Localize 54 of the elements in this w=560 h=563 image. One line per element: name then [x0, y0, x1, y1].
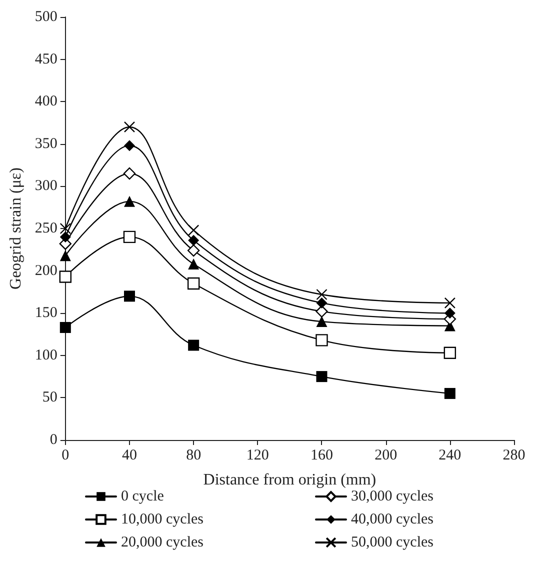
x-axis-title: Distance from origin (mm): [203, 472, 376, 488]
point: [187, 244, 200, 257]
point: [316, 316, 328, 328]
legend-label: 0 cycle: [121, 488, 164, 504]
y-tick-label: 0: [50, 432, 58, 448]
point: [188, 258, 200, 270]
point: [60, 250, 71, 262]
x-tick-label: 280: [502, 448, 526, 464]
point: [188, 340, 200, 351]
point: [124, 121, 136, 133]
legend-label: 30,000 cycles: [351, 488, 434, 504]
y-axis-title: Geogrid strain (με): [8, 168, 24, 290]
point: [59, 270, 72, 283]
x-tick-label: 0: [62, 448, 70, 464]
y-tick-label: 300: [34, 178, 58, 194]
legend-label: 50,000 cycles: [351, 534, 434, 550]
point: [444, 346, 456, 359]
point: [316, 334, 328, 346]
point: [124, 290, 135, 302]
point: [124, 140, 135, 152]
y-tick-label: 400: [34, 94, 58, 110]
point: [316, 371, 328, 382]
y-tick-label: 250: [34, 220, 58, 236]
point: [187, 277, 200, 290]
x-tick-label: 200: [374, 448, 398, 464]
x-tick-label: 80: [186, 448, 202, 464]
point: [316, 288, 328, 300]
y-tick-label: 200: [34, 262, 58, 279]
point: [124, 196, 135, 207]
point: [444, 297, 456, 309]
y-tick-label: 350: [34, 136, 58, 152]
point: [60, 322, 71, 333]
point: [316, 305, 328, 318]
point: [60, 222, 71, 234]
legend-label: 40,000 cycles: [351, 512, 434, 528]
y-tick-label: 500: [34, 9, 58, 25]
y-tick-label: 100: [34, 347, 58, 364]
point: [123, 167, 136, 180]
x-tick-label: 120: [246, 448, 269, 464]
x-tick-label: 40: [122, 448, 137, 464]
x-tick-label: 160: [310, 448, 333, 464]
y-tick-label: 50: [42, 390, 58, 406]
legend-label: 10,000 cycles: [121, 512, 204, 528]
x-tick-label: 240: [438, 448, 462, 464]
legend-label: 20,000 cycles: [121, 534, 204, 550]
y-tick-label: 150: [34, 305, 58, 322]
point: [444, 388, 456, 399]
y-tick-label: 450: [34, 51, 58, 68]
point: [123, 230, 136, 244]
point: [316, 297, 328, 308]
point: [188, 234, 200, 246]
point: [188, 224, 200, 236]
point: [444, 308, 456, 319]
point: [60, 231, 71, 242]
